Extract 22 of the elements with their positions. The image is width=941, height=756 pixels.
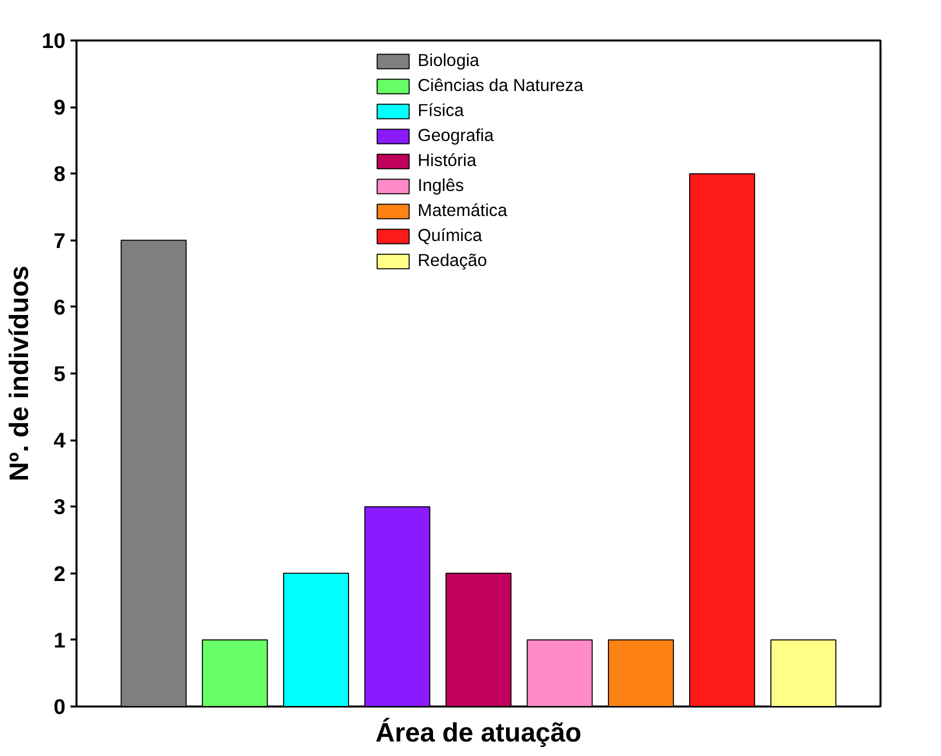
legend-label: Biologia	[418, 50, 480, 71]
y-tick-label: 0	[54, 695, 66, 719]
x-axis-title: Área de atuação	[376, 718, 582, 748]
legend-label: Geografia	[418, 125, 494, 146]
y-tick-label: 10	[42, 29, 66, 53]
y-tick-label: 5	[54, 362, 66, 386]
y-tick-label: 8	[54, 162, 66, 186]
y-axis-title: Nº. de indivíduos	[4, 266, 34, 482]
y-tick-label: 7	[54, 228, 66, 253]
legend-label: Ciências da Natureza	[418, 75, 584, 96]
legend-label: Redação	[418, 250, 488, 271]
y-tick-label: 2	[54, 562, 66, 586]
y-tick-label: 4	[54, 428, 66, 453]
y-tick-label: 9	[54, 96, 66, 120]
y-tick-label: 1	[54, 628, 66, 652]
y-tick-label: 6	[54, 295, 66, 320]
legend-label: Matemática	[418, 200, 508, 221]
legend-label: Inglês	[418, 175, 464, 196]
legend-label: História	[418, 150, 476, 171]
legend-label: Química	[418, 225, 482, 246]
legend-label: Física	[418, 100, 464, 121]
y-tick-label: 3	[54, 495, 66, 520]
